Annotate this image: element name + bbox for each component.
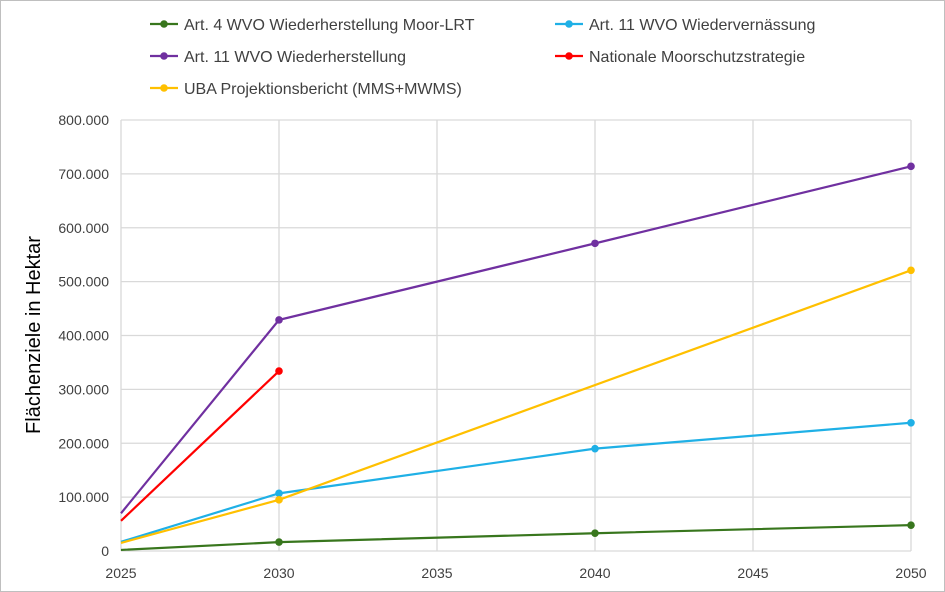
x-tick-label: 2050 [895, 565, 926, 581]
y-tick-label: 200.000 [58, 435, 109, 451]
y-tick-label: 400.000 [58, 328, 109, 344]
data-point [275, 489, 283, 498]
legend-label: Art. 11 WVO Wiederherstellung [184, 49, 406, 66]
legend-marker [565, 52, 573, 60]
legend-label: UBA Projektionsbericht (MMS+MWMS) [184, 81, 462, 98]
legend-marker [565, 20, 573, 28]
data-point [275, 496, 283, 504]
x-tick-label: 2025 [105, 565, 136, 581]
x-tick-label: 2035 [421, 565, 452, 581]
data-point [275, 367, 283, 375]
legend-label: Nationale Moorschutzstrategie [589, 49, 805, 66]
legend-marker [160, 20, 168, 28]
data-point [275, 538, 283, 546]
data-point [591, 529, 599, 538]
data-point [907, 521, 915, 529]
series-line [120, 370, 280, 522]
y-tick-label: 800.000 [58, 112, 109, 128]
series-line [120, 524, 912, 552]
data-point [591, 239, 599, 248]
x-tick-label: 2045 [737, 565, 768, 581]
y-tick-label: 600.000 [58, 220, 109, 236]
series-line [120, 421, 912, 543]
x-tick-label: 2030 [263, 565, 294, 581]
data-point [907, 418, 915, 427]
y-tick-label: 500.000 [58, 274, 109, 290]
legend-label: Art. 11 WVO Wiedervernässung [589, 17, 815, 34]
y-tick-label: 700.000 [58, 166, 109, 182]
data-point [907, 266, 915, 275]
legend-marker [160, 52, 168, 60]
data-point [907, 162, 915, 171]
series-line [120, 269, 912, 544]
y-tick-label: 0 [101, 543, 109, 559]
data-point [591, 444, 599, 453]
series-line [120, 165, 912, 514]
y-axis-label: Flächenziele in Hektar [23, 236, 45, 434]
data-point [275, 316, 283, 324]
legend-marker [160, 84, 168, 92]
x-tick-label: 2040 [579, 565, 610, 581]
y-tick-label: 300.000 [58, 381, 109, 397]
legend-label: Art. 4 WVO Wiederherstellung Moor-LRT [184, 17, 475, 34]
y-tick-label: 100.000 [58, 489, 109, 505]
